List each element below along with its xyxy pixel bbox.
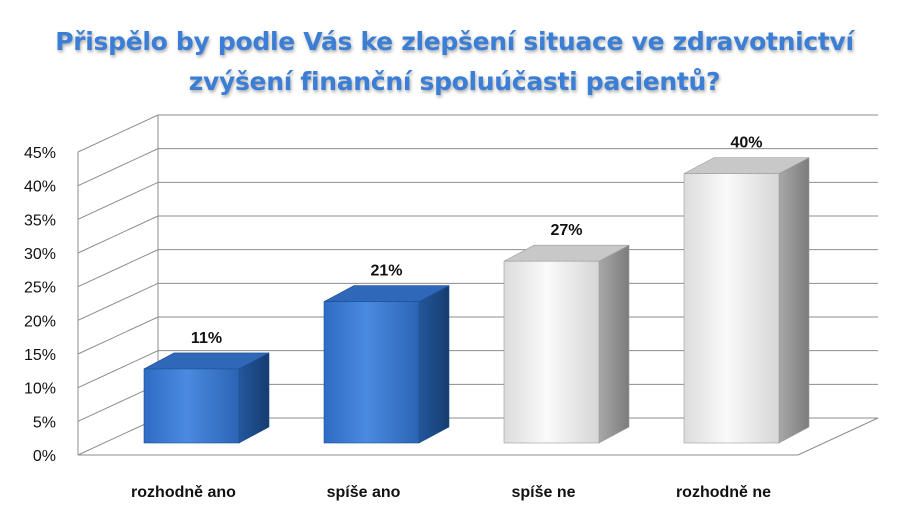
chart-title-line-1: Přispělo by podle Vás ke zlepšení situac… [55,27,854,56]
labels: 11% rozhodně ano 21% spíše ano 27% spíše ne 40… [131,135,771,501]
bar-front [323,301,420,444]
data-label: 40% [730,135,762,152]
y-tick-label: 30% [24,246,56,263]
y-tick-label: 5% [33,414,56,431]
data-label: 27% [550,222,582,239]
y-tick-label: 15% [24,347,56,364]
bar-3 [503,244,630,444]
bar-4 [683,157,810,444]
bar-side [598,244,630,444]
floor-edge [78,417,879,456]
bars [143,157,810,444]
bar-front [143,368,240,444]
y-tick-label: 35% [24,212,56,229]
y-tick-label: 40% [24,179,56,196]
chart-title-line-2: zvýšení finanční spoluúčasti pacientů? [188,67,721,96]
x-tick-label: spíše ne [511,484,575,501]
x-tick-label: rozhodně ne [676,484,771,501]
y-axis: 0% 5% 10% 15% 20% 25% 30% 35% 40% 45% [24,115,879,465]
x-tick-label: rozhodně ano [131,484,236,501]
bar-side [418,285,450,444]
y-tick-label: 25% [24,280,56,297]
data-label: 21% [370,263,402,280]
y-tick-label: 45% [24,145,56,162]
bar-side [778,157,810,444]
bar-front [503,260,600,444]
bar-1 [143,352,270,444]
chart-title: Přispělo by podle Vás ke zlepšení situac… [0,22,909,102]
y-tick-label: 0% [33,448,56,465]
bar-front [683,173,780,444]
data-label: 11% [191,330,222,347]
bar-2 [323,285,450,444]
x-tick-label: spíše ano [327,484,401,501]
y-tick-label: 20% [24,313,56,330]
y-tick-label: 10% [24,381,56,398]
